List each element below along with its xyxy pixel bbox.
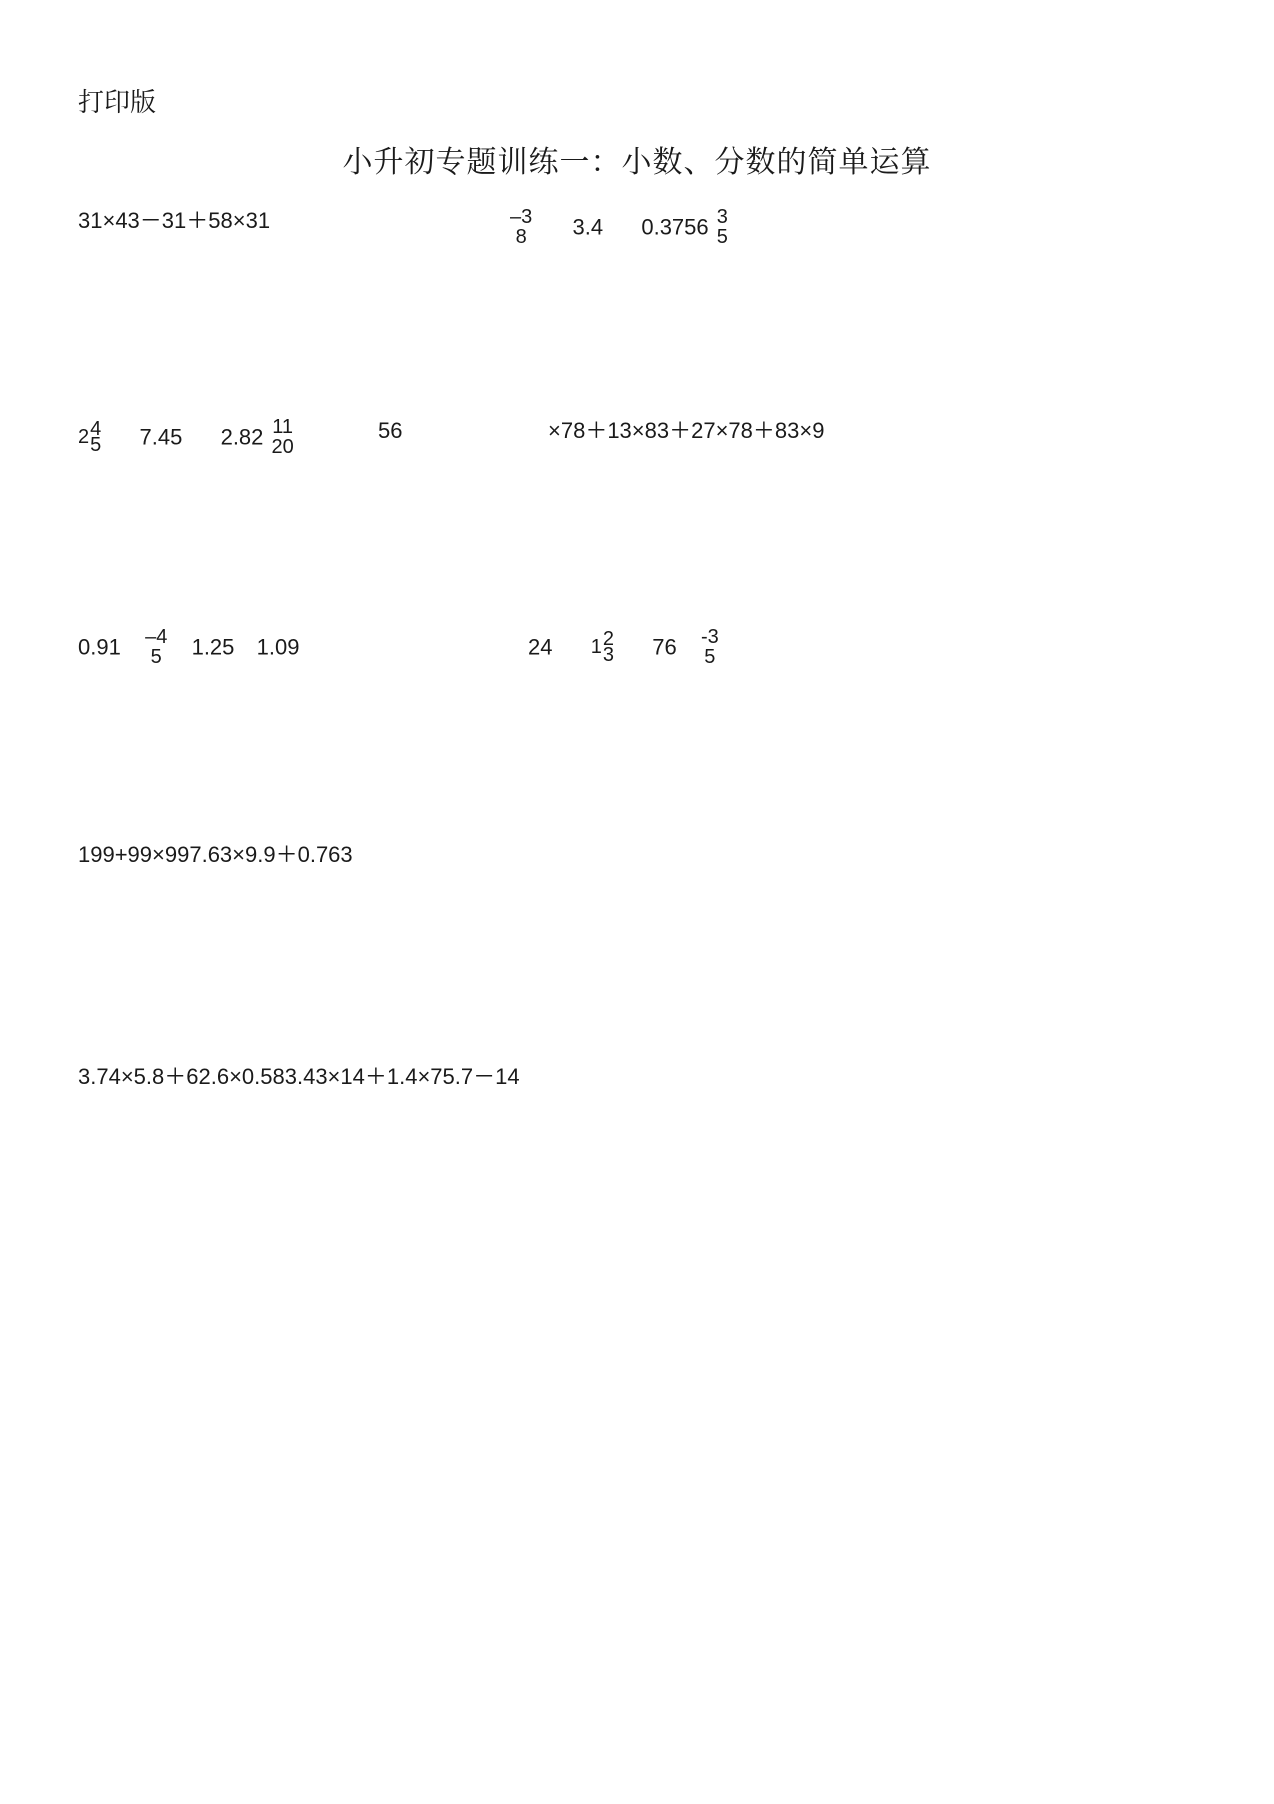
fraction: 3 5 — [717, 207, 728, 247]
fraction: 11 20 — [272, 417, 294, 457]
number: 0.91 — [78, 634, 121, 659]
fraction-bottom: 20 — [272, 437, 294, 457]
problem-3-right: 24 1 2 3 76 -3 5 — [528, 633, 721, 658]
fraction-bottom: 5 — [151, 647, 162, 667]
problem-row-3: 0.91 –4 5 1.25 1.09 24 1 2 — [78, 627, 1196, 667]
fraction: –4 5 — [145, 627, 167, 667]
problem-1-right: –3 8 3.4 0.3756 3 5 — [508, 213, 730, 238]
fraction-top: –4 — [145, 627, 167, 647]
number: 24 — [528, 634, 552, 659]
fraction: -3 5 — [701, 627, 719, 667]
fraction-top: 3 — [717, 207, 728, 227]
fraction-top: 11 — [272, 417, 293, 437]
mixed-den: 5 — [90, 435, 101, 455]
number: 0.3756 — [641, 214, 708, 239]
fraction-top: –3 — [510, 207, 532, 227]
mixed-int: 1 — [591, 637, 602, 657]
number: 3.4 — [573, 214, 604, 239]
number: 2.82 — [221, 424, 264, 449]
fraction-bottom: 5 — [717, 227, 728, 247]
problem-row-1: 31×43－31＋58×31 –3 8 3.4 0.3756 3 5 — [78, 207, 1196, 247]
fraction-bottom: 8 — [516, 227, 527, 247]
page: 打印版 小升初专题训练一：小数、分数的简单运算 31×43－31＋58×31 –… — [0, 0, 1274, 1804]
problem-2-mid: 56 — [378, 418, 402, 443]
problem-2-right: ×78＋13×83＋27×78＋83×9 — [548, 418, 824, 443]
print-label: 打印版 — [78, 82, 1196, 119]
mixed-number: 1 2 3 — [591, 627, 614, 667]
number: 7.45 — [140, 424, 183, 449]
mixed-den: 3 — [603, 645, 614, 665]
problem-2-left: 2 4 5 7.45 2.82 11 20 — [78, 423, 296, 448]
problem-3-left: 0.91 –4 5 1.25 1.09 — [78, 633, 299, 658]
mixed-number: 2 4 5 — [78, 417, 101, 457]
fraction-bottom: 5 — [704, 647, 715, 667]
problem-row-2: 2 4 5 7.45 2.82 11 20 56 ×78＋13×83 — [78, 417, 1196, 457]
number: 1.09 — [257, 634, 300, 659]
fraction-top: -3 — [701, 627, 719, 647]
problem-1-left: 31×43－31＋58×31 — [78, 208, 270, 233]
problem-row-4: 199+99×997.63×9.9＋0.763 — [78, 837, 1196, 869]
document-title: 小升初专题训练一：小数、分数的简单运算 — [78, 137, 1196, 181]
problem-row-5: 3.74×5.8＋62.6×0.583.43×14＋1.4×75.7－14 — [78, 1059, 1196, 1091]
number: 76 — [652, 634, 676, 659]
mixed-int: 2 — [78, 427, 89, 447]
fraction: –3 8 — [510, 207, 532, 247]
number: 1.25 — [192, 634, 235, 659]
